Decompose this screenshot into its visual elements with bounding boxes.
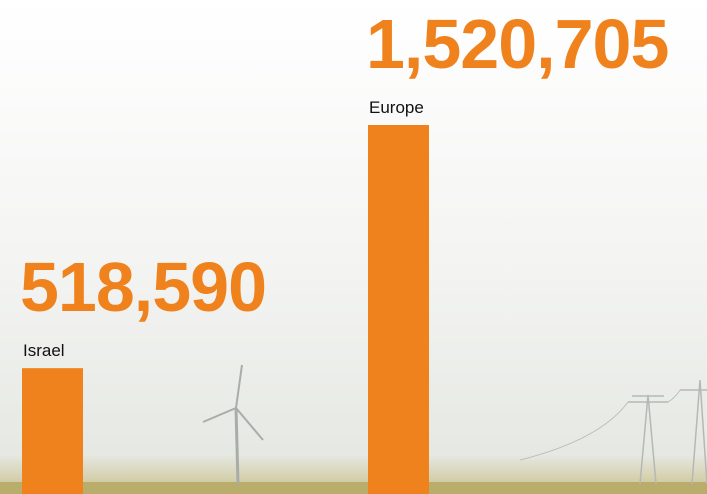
bar (368, 125, 429, 494)
category-label: Israel (23, 341, 65, 360)
wind-turbine (202, 364, 264, 485)
power-pylons (519, 379, 707, 485)
ground (0, 482, 707, 494)
category-label: Europe (369, 98, 424, 117)
value-label: 1,520,705 (366, 5, 668, 83)
value-label: 518,590 (20, 248, 266, 326)
bar (22, 368, 83, 494)
